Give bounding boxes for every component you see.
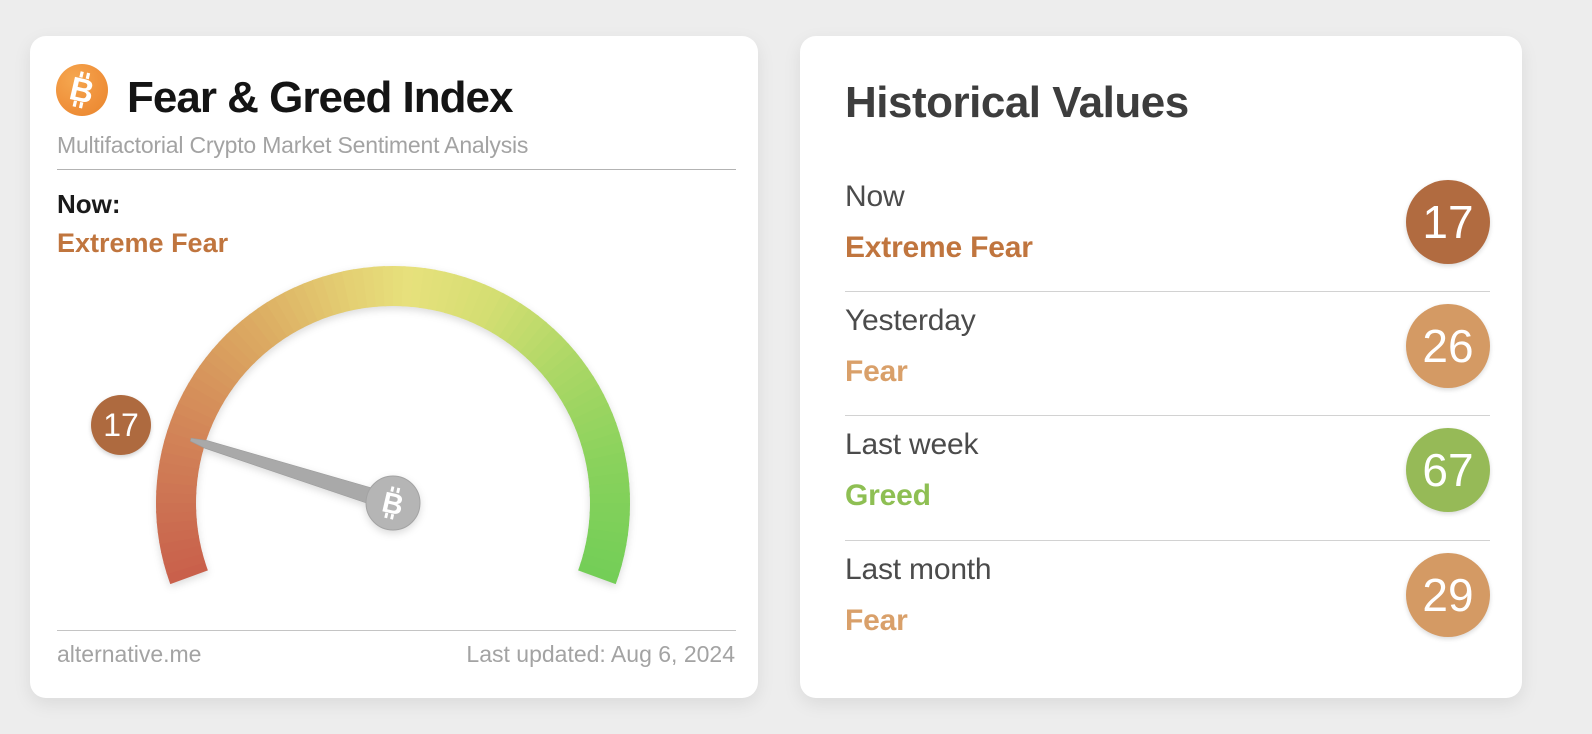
period-label: Last month [845, 553, 992, 586]
period-label: Yesterday [845, 304, 976, 337]
classification-label: Fear [845, 604, 908, 637]
bitcoin-icon: B [56, 64, 108, 116]
card-title: Historical Values [845, 78, 1189, 127]
gauge-value-badge: 17 [91, 395, 151, 455]
gauge-chart: B [156, 266, 630, 585]
period-label: Now [845, 180, 905, 213]
classification-label: Greed [845, 479, 931, 512]
historical-values-card: Historical Values Now Extreme Fear 17 Ye… [800, 36, 1522, 698]
bitcoin-icon-glyph: B [66, 69, 98, 110]
fear-greed-card: B Fear & Greed Index Multifactorial Cryp… [30, 36, 758, 698]
divider [845, 540, 1490, 541]
card-subtitle: Multifactorial Crypto Market Sentiment A… [57, 132, 529, 158]
classification-label: Extreme Fear [845, 231, 1033, 264]
divider [57, 169, 736, 170]
value-badge: 67 [1406, 428, 1490, 512]
now-classification: Extreme Fear [57, 228, 229, 258]
historical-row-last-month: Last month Fear 29 [845, 553, 1490, 665]
historical-row-last-week: Last week Greed 67 [845, 428, 1490, 540]
divider [845, 291, 1490, 292]
historical-row-now: Now Extreme Fear 17 [845, 180, 1490, 292]
classification-label: Fear [845, 355, 908, 388]
card-title: Fear & Greed Index [127, 73, 513, 122]
historical-row-yesterday: Yesterday Fear 26 [845, 304, 1490, 416]
value-badge: 29 [1406, 553, 1490, 637]
period-label: Last week [845, 428, 979, 461]
divider [845, 415, 1490, 416]
divider [57, 630, 736, 631]
value-badge: 26 [1406, 304, 1490, 388]
value-badge: 17 [1406, 180, 1490, 264]
source-link[interactable]: alternative.me [57, 641, 202, 667]
now-label: Now: [57, 189, 121, 219]
last-updated-label: Last updated: Aug 6, 2024 [466, 641, 735, 667]
